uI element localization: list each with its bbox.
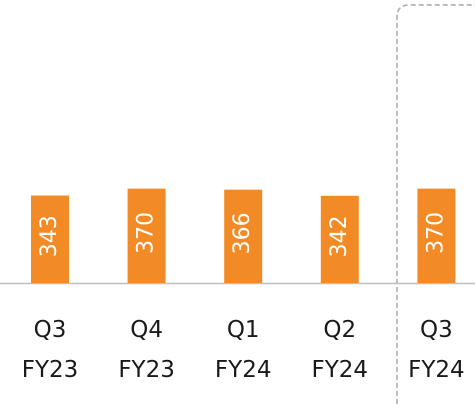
x-tick-label: Q1 xyxy=(227,317,260,343)
x-tick-label: Q2 xyxy=(323,317,356,343)
x-tick-label: FY23 xyxy=(118,357,175,383)
bar xyxy=(31,195,69,283)
x-tick-label: Q4 xyxy=(130,317,163,343)
x-tick-label: Q3 xyxy=(420,317,453,343)
bar xyxy=(224,189,263,283)
value-label: 370 xyxy=(134,212,159,254)
x-tick-label: FY24 xyxy=(215,357,272,383)
x-tick-label: FY23 xyxy=(22,357,79,383)
value-label: 370 xyxy=(423,212,448,254)
value-label: 342 xyxy=(327,215,352,257)
bar xyxy=(417,188,456,283)
value-label: 366 xyxy=(230,212,255,254)
x-tick-label: FY24 xyxy=(312,357,369,383)
x-tick-label: Q3 xyxy=(34,317,67,343)
value-label: 343 xyxy=(37,215,62,257)
bar xyxy=(320,195,359,283)
bar xyxy=(127,188,166,283)
highlight-box xyxy=(396,4,475,404)
x-tick-label: FY24 xyxy=(408,357,465,383)
